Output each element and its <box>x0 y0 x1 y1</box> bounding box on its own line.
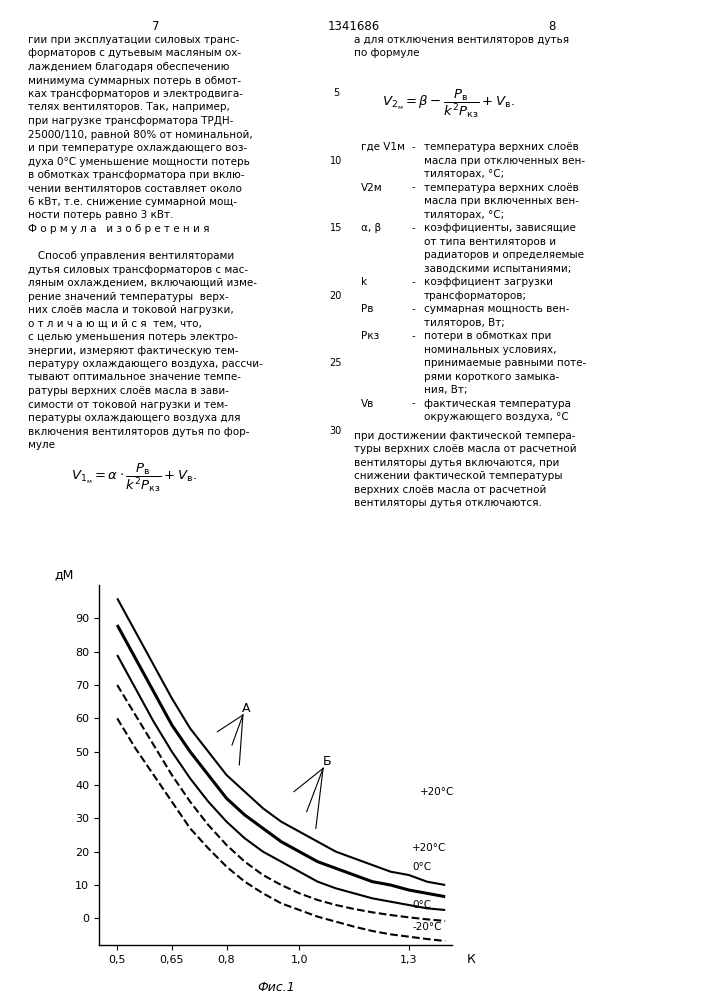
Text: ности потерь равно 3 кВт.: ности потерь равно 3 кВт. <box>28 211 174 221</box>
Text: -: - <box>411 183 416 193</box>
Text: +20°C: +20°C <box>420 787 454 797</box>
Text: где V1м: где V1м <box>361 142 404 152</box>
Text: Рв: Рв <box>361 304 373 314</box>
Text: вентиляторы дутья включаются, при: вентиляторы дутья включаются, при <box>354 458 559 468</box>
Text: форматоров с дутьевым масляным ох-: форматоров с дутьевым масляным ох- <box>28 48 241 58</box>
Text: и при температуре охлаждающего воз-: и при температуре охлаждающего воз- <box>28 143 247 153</box>
Text: минимума суммарных потерь в обмот-: минимума суммарных потерь в обмот- <box>28 76 241 86</box>
Text: Vв: Vв <box>361 399 374 409</box>
Text: -: - <box>411 304 416 314</box>
Text: масла при включенных вен-: масла при включенных вен- <box>424 196 579 206</box>
Text: ках трансформаторов и электродвига-: ках трансформаторов и электродвига- <box>28 89 243 99</box>
Text: верхних слоёв масла от расчетной: верхних слоёв масла от расчетной <box>354 485 546 495</box>
Text: туры верхних слоёв масла от расчетной: туры верхних слоёв масла от расчетной <box>354 444 576 454</box>
Text: коэффициенты, зависящие: коэффициенты, зависящие <box>424 223 576 233</box>
Text: -: - <box>411 223 416 233</box>
Text: ляным охлаждением, включающий изме-: ляным охлаждением, включающий изме- <box>28 278 257 288</box>
Text: заводскими испытаниями;: заводскими испытаниями; <box>424 264 571 274</box>
Text: Ркз: Ркз <box>361 331 379 341</box>
Text: энергии, измеряют фактическую тем-: энергии, измеряют фактическую тем- <box>28 346 239 356</box>
Text: 1341686: 1341686 <box>327 20 380 33</box>
Text: пературу охлаждающего воздуха, рассчи-: пературу охлаждающего воздуха, рассчи- <box>28 359 263 369</box>
Text: окружающего воздуха, °С: окружающего воздуха, °С <box>424 412 569 422</box>
Text: тиляторах, °С;: тиляторах, °С; <box>424 169 505 179</box>
Text: 10: 10 <box>329 156 342 166</box>
Text: α, β: α, β <box>361 223 380 233</box>
Text: принимаемые равными поте-: принимаемые равными поте- <box>424 358 586 368</box>
Text: них слоёв масла и токовой нагрузки,: них слоёв масла и токовой нагрузки, <box>28 305 234 315</box>
Text: гии при эксплуатации силовых транс-: гии при эксплуатации силовых транс- <box>28 35 240 45</box>
Text: масла при отключенных вен-: масла при отключенных вен- <box>424 156 585 166</box>
Text: 25: 25 <box>329 358 342 368</box>
Text: -: - <box>411 277 416 287</box>
Text: Б: Б <box>322 755 331 768</box>
Text: чении вентиляторов составляет около: чении вентиляторов составляет около <box>28 184 243 194</box>
Text: суммарная мощность вен-: суммарная мощность вен- <box>424 304 570 314</box>
Text: +20°C: +20°C <box>412 843 447 853</box>
Text: Фис.1: Фис.1 <box>257 981 295 994</box>
Text: лаждением благодаря обеспечению: лаждением благодаря обеспечению <box>28 62 230 72</box>
Text: номинальных условиях,: номинальных условиях, <box>424 345 556 355</box>
Text: симости от токовой нагрузки и тем-: симости от токовой нагрузки и тем- <box>28 399 228 410</box>
Text: дутья силовых трансформаторов с мас-: дутья силовых трансформаторов с мас- <box>28 265 248 275</box>
Text: тывают оптимальное значение темпе-: тывают оптимальное значение темпе- <box>28 372 241 382</box>
Text: потери в обмотках при: потери в обмотках при <box>424 331 551 341</box>
Text: -: - <box>411 399 416 409</box>
Text: 0°C: 0°C <box>412 900 431 910</box>
Text: ратуры верхних слоёв масла в зави-: ратуры верхних слоёв масла в зави- <box>28 386 229 396</box>
Text: телях вентиляторов. Так, например,: телях вентиляторов. Так, например, <box>28 103 230 112</box>
Text: в обмотках трансформатора при вклю-: в обмотках трансформатора при вклю- <box>28 170 245 180</box>
Text: трансформаторов;: трансформаторов; <box>424 291 527 301</box>
Text: -: - <box>411 331 416 341</box>
Text: 20: 20 <box>329 291 342 301</box>
Text: с целью уменьшения потерь электро-: с целью уменьшения потерь электро- <box>28 332 238 342</box>
Text: при нагрузке трансформатора ТРДН-: при нагрузке трансформатора ТРДН- <box>28 116 233 126</box>
Text: 0°C: 0°C <box>412 862 431 872</box>
Text: Ф о р м у л а   и з о б р е т е н и я: Ф о р м у л а и з о б р е т е н и я <box>28 224 210 234</box>
Text: пературы охлаждающего воздуха для: пературы охлаждающего воздуха для <box>28 413 241 423</box>
Text: вентиляторы дутья отключаются.: вентиляторы дутья отключаются. <box>354 498 542 508</box>
Text: Способ управления вентиляторами: Способ управления вентиляторами <box>28 251 235 261</box>
Text: а для отключения вентиляторов дутья: а для отключения вентиляторов дутья <box>354 35 568 45</box>
Text: фактическая температура: фактическая температура <box>424 399 571 409</box>
Text: коэффициент загрузки: коэффициент загрузки <box>424 277 553 287</box>
Text: о т л и ч а ю щ и й с я  тем, что,: о т л и ч а ю щ и й с я тем, что, <box>28 318 202 328</box>
Text: рение значений температуры  верх-: рение значений температуры верх- <box>28 292 229 302</box>
Text: 25000/110, равной 80% от номинальной,: 25000/110, равной 80% от номинальной, <box>28 130 253 140</box>
Text: тиляторов, Вт;: тиляторов, Вт; <box>424 318 505 328</box>
Text: духа 0°С уменьшение мощности потерь: духа 0°С уменьшение мощности потерь <box>28 157 250 167</box>
Text: -: - <box>411 142 416 152</box>
Text: 5: 5 <box>333 88 339 98</box>
Text: от типа вентиляторов и: от типа вентиляторов и <box>424 237 556 247</box>
Text: k: k <box>361 277 367 287</box>
Text: по формуле: по формуле <box>354 48 419 58</box>
Text: 30: 30 <box>329 426 342 436</box>
Text: температура верхних слоёв: температура верхних слоёв <box>424 183 579 193</box>
Text: 8: 8 <box>548 20 555 33</box>
Text: при достижении фактической темпера-: при достижении фактической темпера- <box>354 431 575 441</box>
Text: 7: 7 <box>152 20 159 33</box>
Text: К: К <box>467 953 476 966</box>
Text: ния, Вт;: ния, Вт; <box>424 385 468 395</box>
Text: A: A <box>243 702 251 715</box>
Text: $V_{2_{\mathsf{м}}} = \beta - \dfrac{P_{\mathsf{в}}}{k^{2} P_{\mathsf{кз}}} + V_: $V_{2_{\mathsf{м}}} = \beta - \dfrac{P_{… <box>382 87 515 120</box>
Text: включения вентиляторов дутья по фор-: включения вентиляторов дутья по фор- <box>28 427 250 437</box>
Text: 6 кВт, т.е. снижение суммарной мощ-: 6 кВт, т.е. снижение суммарной мощ- <box>28 197 238 207</box>
Text: рями короткого замыка-: рями короткого замыка- <box>424 372 559 382</box>
Text: радиаторов и определяемые: радиаторов и определяемые <box>424 250 584 260</box>
Text: -20°C: -20°C <box>412 922 442 932</box>
Text: муле: муле <box>28 440 55 450</box>
Text: V2м: V2м <box>361 183 382 193</box>
Text: дМ: дМ <box>54 568 74 581</box>
Text: температура верхних слоёв: температура верхних слоёв <box>424 142 579 152</box>
Text: тиляторах, °С;: тиляторах, °С; <box>424 210 505 220</box>
Text: 15: 15 <box>329 223 342 233</box>
Text: $V_{1_{\mathsf{м}}} = \alpha \cdot \dfrac{P_{\mathsf{в}}}{k^{2} P_{\mathsf{кз}}}: $V_{1_{\mathsf{м}}} = \alpha \cdot \dfra… <box>71 462 197 494</box>
Text: снижении фактической температуры: снижении фактической температуры <box>354 471 562 481</box>
